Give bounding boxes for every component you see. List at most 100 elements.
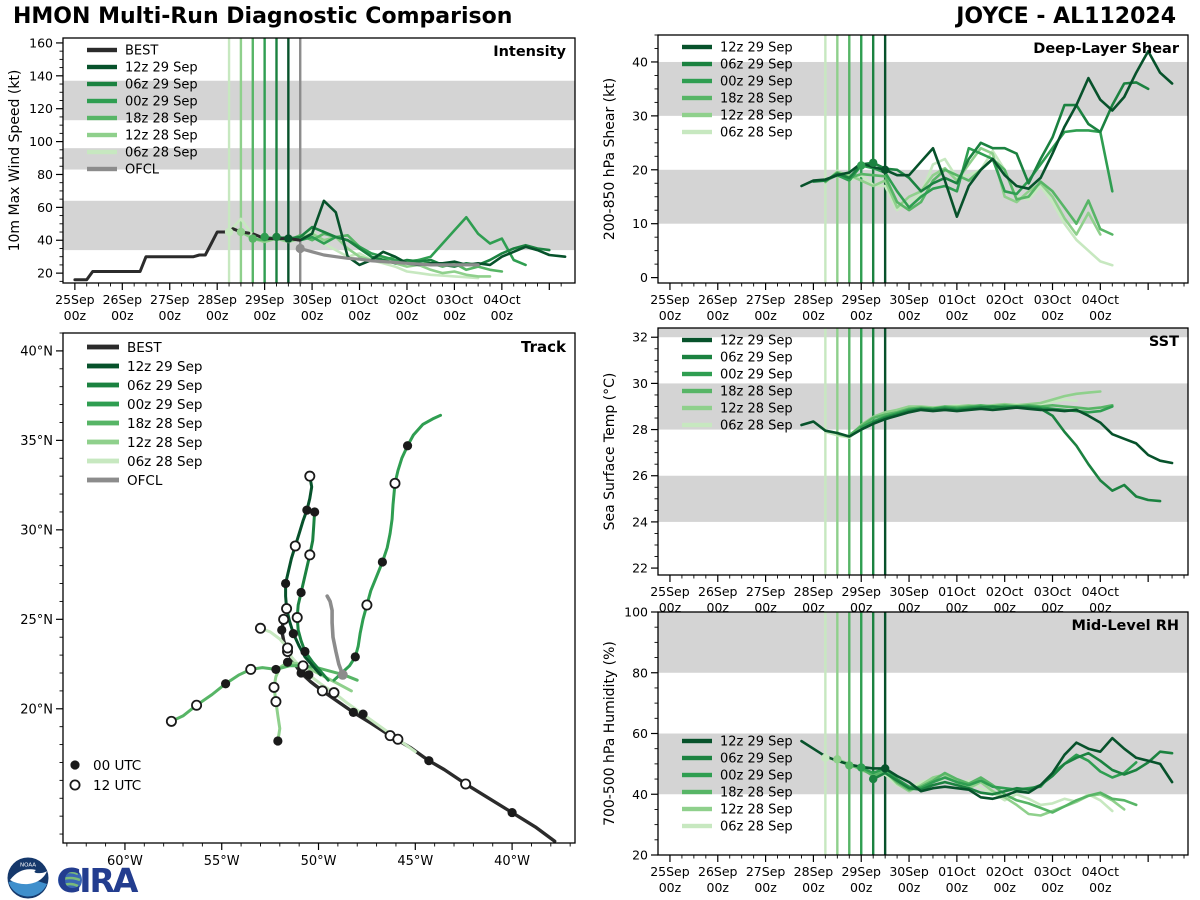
- series-run-06z-29-Sep: [275, 225, 551, 268]
- legend-label: 06z 29 Sep: [720, 752, 793, 767]
- legend-swatch: [87, 420, 119, 426]
- marker-12utc: [268, 681, 280, 693]
- legend-label: 00z 29 Sep: [125, 95, 198, 110]
- legend-swatch: [87, 47, 117, 53]
- legend-label: OFCL: [127, 473, 163, 489]
- legend-swatch: [682, 405, 712, 411]
- y-tick-label: 10: [632, 216, 648, 231]
- legend-swatch: [87, 401, 119, 407]
- ofcl-init-dot: [295, 243, 305, 254]
- init-lines: [824, 35, 887, 283]
- legend-label: 12z 28 Sep: [125, 129, 198, 144]
- init-dot: [845, 761, 854, 770]
- x-tick-day-label: 02Oct: [986, 292, 1024, 307]
- legend-label: 06z 28 Sep: [720, 419, 793, 434]
- init-dot: [880, 165, 890, 174]
- y-tick-label: 28: [632, 422, 648, 437]
- series-group: [800, 390, 1174, 503]
- y-tick-label: 26: [632, 468, 648, 483]
- marker-12utc: [270, 696, 282, 708]
- legend-label: OFCL: [125, 163, 160, 178]
- legend-label: 06z 28 Sep: [125, 146, 198, 161]
- lon-tick-label: 45°W: [397, 854, 433, 869]
- x-tick-hour-label: 00z: [993, 600, 1016, 615]
- marker-00utc: [348, 707, 358, 717]
- x-tick-hour-label: 00z: [707, 308, 730, 323]
- x-tick-hour-label: 00z: [946, 600, 969, 615]
- category-band: [63, 148, 575, 170]
- x-tick-hour-label: 00z: [898, 880, 921, 895]
- marker-12utc: [361, 599, 373, 611]
- init-lines: [227, 38, 302, 283]
- marker-00utc: [310, 507, 320, 517]
- x-tick-hour-label: 00z: [1041, 880, 1064, 895]
- marker-ofcl: [337, 669, 348, 680]
- legend-swatch: [682, 78, 712, 84]
- init-dot: [857, 763, 866, 772]
- lat-tick-label: 25°N: [20, 613, 53, 628]
- init-dot: [260, 232, 269, 242]
- x-tick-hour-label: 00z: [707, 600, 730, 615]
- x-tick-hour-label: 00z: [659, 600, 682, 615]
- init-dots: [857, 158, 890, 174]
- marker-00utc: [302, 505, 312, 515]
- legend-label: 00z 29 Sep: [720, 75, 793, 90]
- x-tick-day-label: 30Sep: [292, 292, 332, 307]
- marker-00utc: [288, 629, 298, 639]
- init-dot: [857, 161, 866, 170]
- legend-label: 06z 29 Sep: [127, 378, 202, 394]
- y-tick-label: 40: [37, 233, 53, 248]
- x-tick-hour-label: 00z: [1089, 600, 1112, 615]
- x-tick-day-label: 29Sep: [841, 864, 881, 879]
- y-tick-label: 20: [37, 266, 53, 281]
- init-dot: [868, 158, 878, 167]
- x-tick-hour-label: 00z: [754, 308, 777, 323]
- marker-00utc: [281, 578, 291, 589]
- marker-12utc: [245, 663, 257, 675]
- marker-00utc: [221, 679, 231, 689]
- x-tick-day-label: 01Oct: [341, 292, 379, 307]
- marker-12utc: [304, 470, 316, 482]
- marker-00utc: [304, 670, 314, 680]
- marker-12utc: [297, 660, 309, 672]
- y-tick-label: 60: [632, 726, 648, 741]
- y-tick-label: 160: [29, 35, 53, 50]
- marker-12utc: [328, 687, 340, 699]
- x-tick-day-label: 02Oct: [986, 864, 1024, 879]
- axes-ticks: 25Sep00z26Sep00z27Sep00z28Sep00z29Sep00z…: [29, 35, 562, 323]
- lat-tick-label: 40°N: [20, 344, 53, 359]
- legend-label: 12z 29 Sep: [125, 61, 198, 76]
- x-tick-hour-label: 00z: [707, 880, 730, 895]
- legend-swatch: [87, 98, 117, 104]
- legend: 12z 29 Sep 06z 29 Sep 00z 29 Sep 18z 28 Sep…: [682, 334, 793, 434]
- y-axis-title: Sea Surface Temp (°C): [602, 373, 618, 531]
- legend-swatch: [87, 64, 117, 70]
- x-tick-hour-label: 00z: [946, 308, 969, 323]
- legend-label: 06z 29 Sep: [125, 78, 198, 93]
- marker-00utc: [358, 709, 368, 719]
- init-lines: [824, 612, 887, 855]
- legend-label: BEST: [125, 44, 158, 59]
- marker-12utc: [389, 477, 401, 489]
- x-tick-hour-label: 00z: [898, 600, 921, 615]
- x-tick-day-label: 25Sep: [650, 584, 690, 599]
- x-tick-day-label: 01Oct: [938, 584, 976, 599]
- y-axis-title: 10m Max Wind Speed (kt): [7, 70, 23, 252]
- x-tick-hour-label: 00z: [1041, 600, 1064, 615]
- x-tick-day-label: 29Sep: [245, 292, 285, 307]
- y-axis-title: 700-500 hPa Humidity (%): [602, 641, 618, 826]
- panel-corner-label: Mid-Level RH: [1072, 618, 1179, 634]
- noaa-label: NOAA: [20, 863, 36, 869]
- x-tick-hour-label: 00z: [253, 308, 276, 323]
- x-tick-day-label: 02Oct: [388, 292, 426, 307]
- legend-swatch: [87, 115, 117, 121]
- panel-border: [657, 327, 1189, 576]
- legend-label: 18z 28 Sep: [720, 385, 793, 400]
- panel-border: [657, 34, 1189, 284]
- x-tick-hour-label: 00z: [898, 308, 921, 323]
- panel-corner-label: Intensity: [493, 44, 566, 60]
- y-tick-label: 40: [632, 54, 648, 69]
- legend-label: 18z 28 Sep: [720, 786, 793, 801]
